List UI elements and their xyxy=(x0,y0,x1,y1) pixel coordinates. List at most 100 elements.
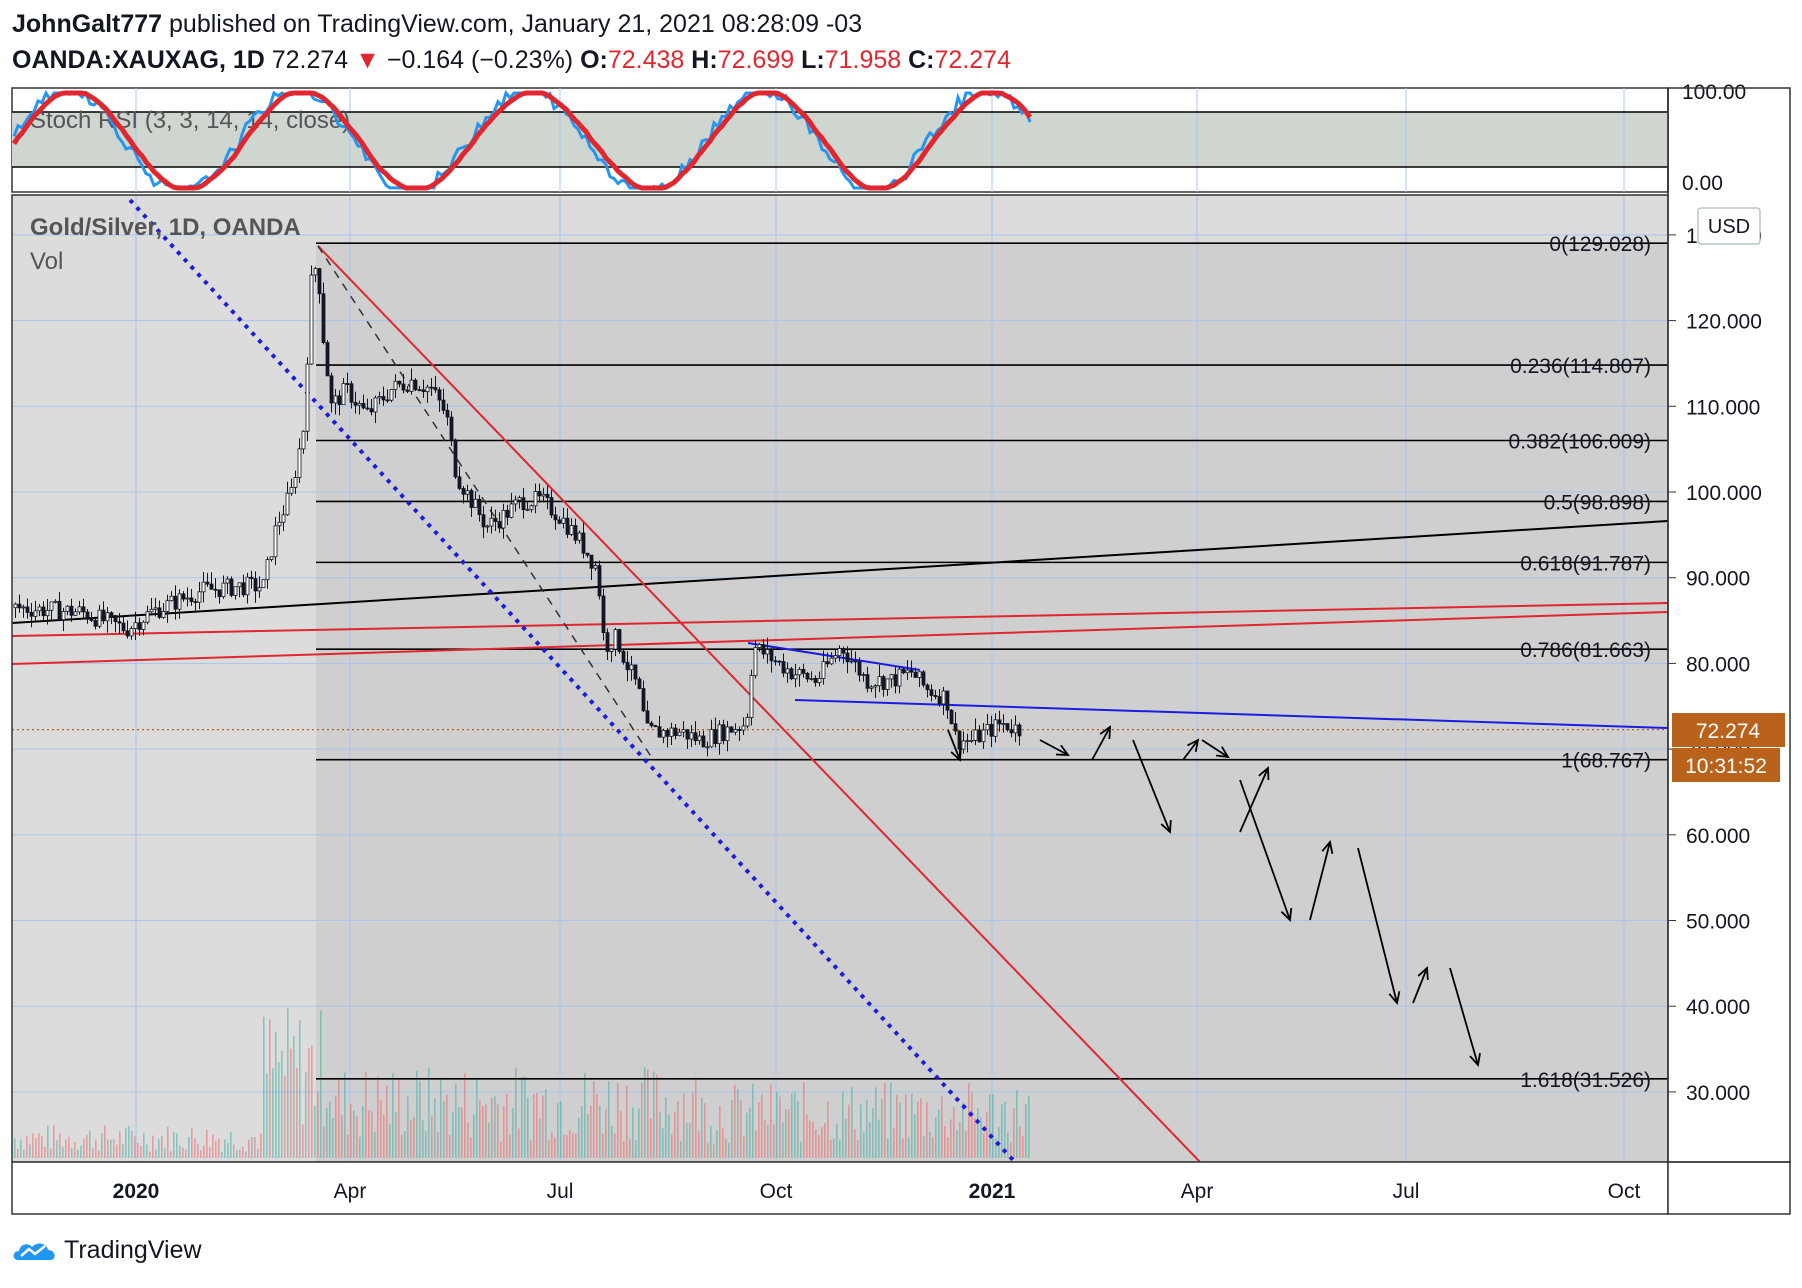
currency-button[interactable] xyxy=(1697,207,1761,245)
candle-body xyxy=(365,407,370,410)
candle-body xyxy=(921,671,926,686)
volume-bar xyxy=(170,1151,172,1158)
volume-bar xyxy=(356,1116,358,1158)
candle-body xyxy=(173,595,178,610)
stoch-d-line xyxy=(11,90,1033,191)
volume-bar xyxy=(695,1076,697,1158)
candle-body xyxy=(117,621,122,624)
volume-bar xyxy=(995,1138,997,1158)
projection-arrow-10 xyxy=(1412,967,1428,1004)
volume-bar xyxy=(314,1105,316,1158)
volume-bar xyxy=(488,1122,490,1158)
candle-body xyxy=(457,476,462,489)
candle-body xyxy=(769,649,774,662)
candle-body xyxy=(77,606,82,613)
volume-bar xyxy=(908,1136,910,1158)
volume-bar xyxy=(266,1073,268,1158)
candle-body xyxy=(97,609,102,627)
candle-body xyxy=(761,644,766,655)
volume-bar xyxy=(578,1117,580,1158)
volume-bar xyxy=(251,1136,253,1158)
tradingview-logo[interactable]: TradingView xyxy=(12,1236,202,1265)
volume-bar xyxy=(521,1076,523,1158)
volume-bar xyxy=(458,1106,460,1158)
candle-body xyxy=(701,735,706,748)
volume-bar xyxy=(425,1131,427,1158)
volume-bar xyxy=(497,1103,499,1158)
volume-bar xyxy=(485,1104,487,1158)
volume-bar xyxy=(143,1132,145,1158)
volume-bar xyxy=(893,1127,895,1158)
volume-bar xyxy=(377,1075,379,1158)
candle-body xyxy=(749,675,754,718)
volume-bar xyxy=(332,1117,334,1158)
candle-body xyxy=(153,607,158,610)
candle-body xyxy=(841,648,846,654)
author[interactable]: JohnGalt777 xyxy=(12,10,163,38)
volume-bar xyxy=(830,1140,832,1158)
volume-bar xyxy=(122,1144,124,1158)
candle-body xyxy=(853,660,858,663)
volume-bar xyxy=(746,1112,748,1158)
candle-body xyxy=(317,268,322,295)
volume-bar xyxy=(53,1125,55,1158)
black-trendline xyxy=(11,520,1669,624)
candle-body xyxy=(909,669,914,673)
candle-body xyxy=(181,593,186,600)
x-axis[interactable] xyxy=(11,1161,1669,1215)
projection-arrowhead xyxy=(1099,725,1111,740)
volume-bar xyxy=(353,1110,355,1158)
volume-bar xyxy=(182,1147,184,1158)
volume-bar xyxy=(812,1121,814,1158)
volume-bar xyxy=(947,1137,949,1158)
volume-bar xyxy=(788,1109,790,1158)
volume-bar xyxy=(824,1123,826,1158)
candle-body xyxy=(925,684,930,691)
candle-body xyxy=(669,727,674,737)
projection-arrowhead xyxy=(1215,746,1230,759)
volume-bar xyxy=(866,1099,868,1158)
volume-bar xyxy=(665,1097,667,1158)
volume-bar xyxy=(986,1112,988,1158)
volume-bar xyxy=(110,1139,112,1158)
volume-bar xyxy=(761,1094,763,1158)
volume-bar xyxy=(809,1120,811,1158)
candle-body xyxy=(445,409,450,418)
candle-body xyxy=(557,519,562,524)
volume-bar xyxy=(125,1127,127,1158)
volume-bar xyxy=(992,1094,994,1158)
volume-bar xyxy=(68,1136,70,1158)
y-axis[interactable]: 130.000120.000110.000100.00090.00080.000… xyxy=(1668,225,1762,1105)
candle-body xyxy=(213,588,218,591)
volume-bar xyxy=(371,1111,373,1158)
candle-body xyxy=(85,611,90,620)
candle-body xyxy=(149,608,154,613)
candle-body xyxy=(717,724,722,744)
candle-body xyxy=(465,490,470,495)
volume-bar xyxy=(872,1108,874,1158)
volume-bar xyxy=(626,1085,628,1158)
projection-arrowhead xyxy=(1321,839,1334,854)
volume-bar xyxy=(944,1126,946,1158)
volume-bar xyxy=(65,1139,67,1158)
volume-bar xyxy=(653,1071,655,1158)
volume-bar xyxy=(776,1092,778,1158)
volume-bar xyxy=(383,1114,385,1158)
volume-bar xyxy=(47,1125,49,1158)
candle-body xyxy=(33,610,38,617)
candle-body xyxy=(497,521,502,529)
volume-bar xyxy=(962,1103,964,1158)
candle-body xyxy=(233,586,238,596)
candle-body xyxy=(281,514,286,523)
stoch-tick-0: 0.00 xyxy=(1682,172,1723,195)
volume-bar xyxy=(452,1112,454,1158)
price-tag xyxy=(1672,713,1785,747)
volume-bar xyxy=(293,1036,295,1158)
candle-body xyxy=(729,726,734,733)
symbol[interactable]: OANDA:XAUXAG, 1D xyxy=(12,46,265,74)
volume-bar xyxy=(392,1073,394,1158)
open-value: 72.438 xyxy=(607,46,685,74)
volume-bar xyxy=(398,1079,400,1158)
volume-bar xyxy=(875,1087,877,1158)
